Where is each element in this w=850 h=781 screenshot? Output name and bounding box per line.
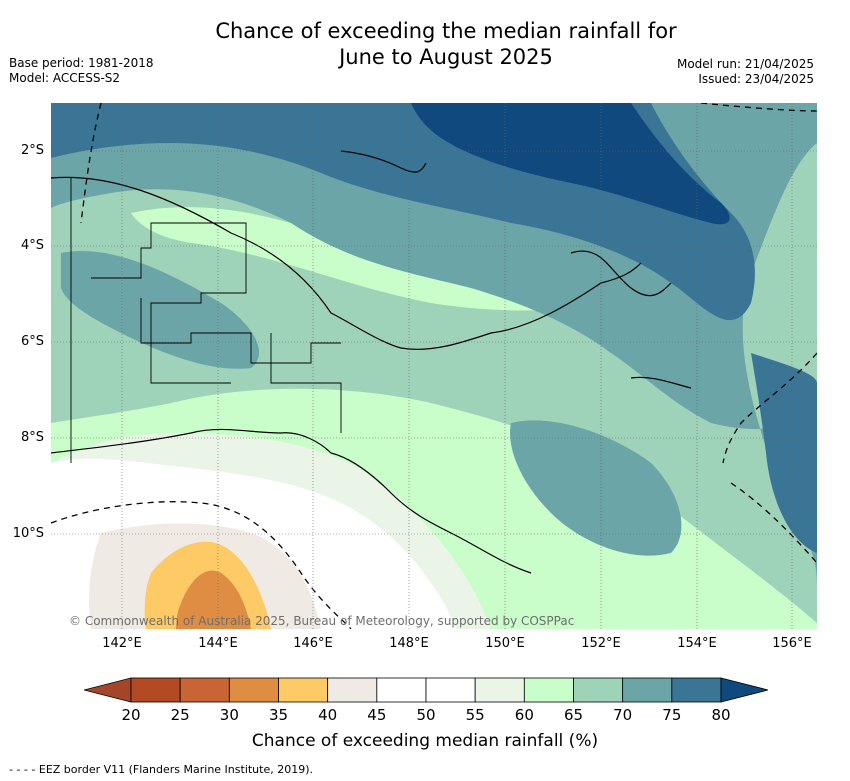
province-border-south — [270, 333, 342, 433]
colorbar-cell — [425, 677, 476, 703]
colorbar-tick-label: 60 — [514, 706, 534, 724]
colorbar-cell — [179, 677, 230, 703]
lat-label-8s: 8°S — [20, 430, 44, 445]
eez-borders — [51, 103, 817, 629]
colorbar-cell — [523, 677, 574, 703]
map-panel — [51, 103, 817, 629]
zone-70-75-west — [61, 251, 260, 369]
model-run: Model run: 21/04/2025 — [676, 57, 814, 71]
colorbar-tick-label: 20 — [121, 706, 141, 724]
colorbar-extend-low — [84, 677, 132, 703]
colorbar-cell — [130, 677, 181, 703]
island-coast — [630, 376, 692, 389]
meta-right: Model run: 21/04/2025 Issued: 23/04/2025 — [677, 57, 814, 87]
lat-label-4s: 4°S — [20, 238, 44, 253]
province-borders — [70, 178, 342, 463]
lon-label-156e: 156°E — [772, 636, 812, 651]
model-name: Model: ACCESS-S2 — [9, 71, 121, 85]
rainfall-map — [51, 103, 817, 629]
colorbar-cell — [327, 677, 378, 703]
zone-70-75-southeast — [510, 420, 682, 556]
lon-label-152e: 152°E — [581, 636, 621, 651]
eez-northeast — [700, 103, 817, 112]
colorbar — [84, 677, 768, 703]
colorbar-cell — [671, 677, 722, 703]
lon-label-150e: 150°E — [485, 636, 525, 651]
zone-75-80-east — [751, 353, 817, 553]
colorbar-cell — [474, 677, 525, 703]
colorbar-tick-label: 30 — [219, 706, 239, 724]
province-border-central — [140, 298, 341, 364]
lon-label-146e: 146°E — [293, 636, 333, 651]
lat-label-10s: 10°S — [12, 526, 44, 541]
base-period: Base period: 1981-2018 — [9, 56, 154, 70]
lon-label-144e: 144°E — [198, 636, 238, 651]
lat-label-6s: 6°S — [20, 334, 44, 349]
eez-east — [722, 352, 817, 464]
zone-above-80 — [411, 103, 730, 225]
colorbar-tick-label: 80 — [711, 706, 731, 724]
province-border-west — [91, 222, 247, 384]
colorbar-cell — [376, 677, 427, 703]
colorbar-cell — [228, 677, 279, 703]
lon-label-142e: 142°E — [102, 636, 142, 651]
colorbar-tick-label: 45 — [367, 706, 387, 724]
copyright-credit: © Commonwealth of Australia 2025, Bureau… — [69, 614, 575, 628]
new-britain-coast — [570, 250, 672, 297]
colorbar-extend-high — [720, 677, 768, 703]
title-line-2: June to August 2025 — [339, 45, 553, 69]
eez-southeast — [730, 482, 817, 564]
zone-30-35 — [176, 570, 251, 629]
new-ireland-coast — [340, 150, 427, 173]
map-title: Chance of exceeding the median rainfall … — [150, 18, 742, 70]
lon-label-154e: 154°E — [677, 636, 717, 651]
colorbar-tick-label: 50 — [416, 706, 436, 724]
eez-west — [80, 103, 102, 224]
colorbar-tick-label: 75 — [662, 706, 682, 724]
colorbar-tick-label: 70 — [613, 706, 633, 724]
colorbar-cell — [573, 677, 624, 703]
map-grid — [51, 103, 817, 629]
colorbar-tick-label: 55 — [465, 706, 485, 724]
title-line-1: Chance of exceeding the median rainfall … — [215, 19, 677, 43]
lat-label-2s: 2°S — [20, 143, 44, 158]
colorbar-cells — [84, 677, 768, 703]
colorbar-cell — [622, 677, 673, 703]
colorbar-tick-label: 65 — [563, 706, 584, 724]
colorbar-tick-label: 35 — [268, 706, 289, 724]
colorbar-label: Chance of exceeding median rainfall (%) — [251, 731, 599, 751]
colorbar-tick-label: 25 — [170, 706, 190, 724]
eez-south — [51, 501, 352, 629]
coastline — [51, 150, 692, 574]
lon-label-148e: 148°E — [389, 636, 429, 651]
coastline-north — [51, 176, 642, 350]
colorbar-tick-label: 40 — [318, 706, 338, 724]
eez-legend-footer: - - - - EEZ border V11 (Flanders Marine … — [9, 763, 314, 776]
meta-left: Base period: 1981-2018 Model: ACCESS-S2 — [9, 56, 154, 86]
issued-date: Issued: 23/04/2025 — [698, 72, 814, 86]
colorbar-cell — [278, 677, 329, 703]
coastline-south — [51, 428, 532, 574]
